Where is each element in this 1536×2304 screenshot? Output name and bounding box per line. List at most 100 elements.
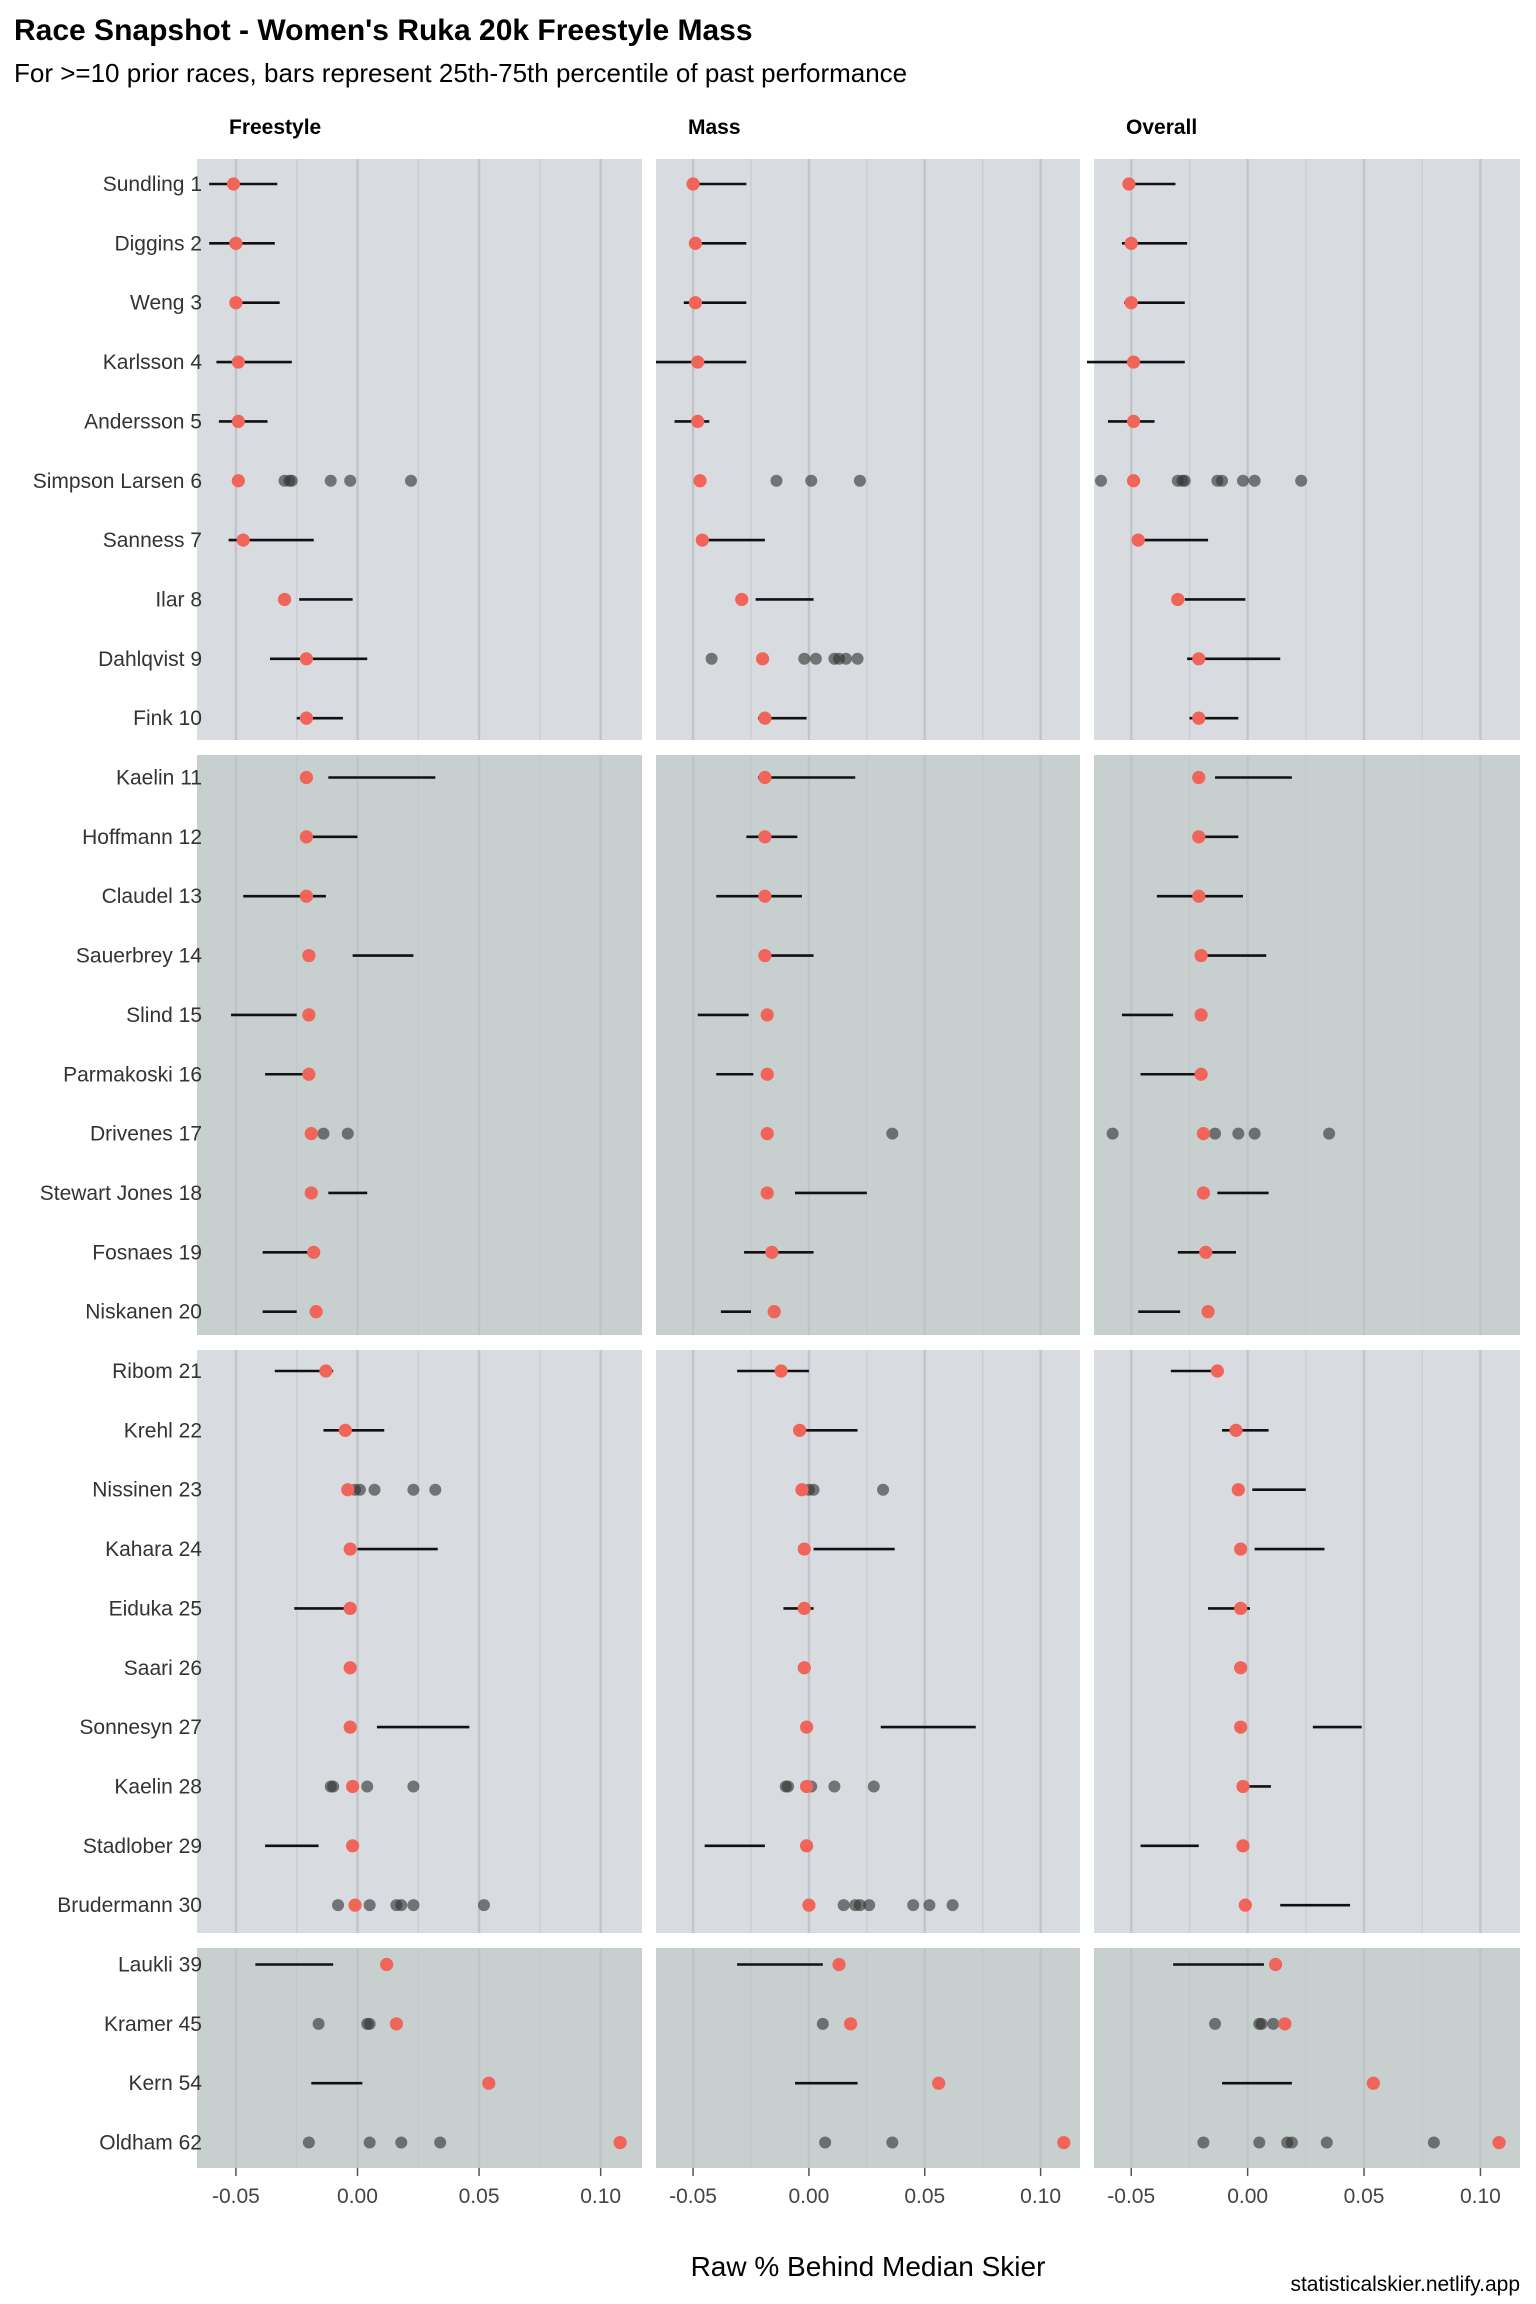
current-race-point xyxy=(797,1601,811,1615)
current-race-point xyxy=(758,770,772,785)
current-race-point xyxy=(1126,414,1141,428)
panel-strip-overall: Overall xyxy=(1126,116,1197,139)
past-race-point xyxy=(1267,2017,1280,2030)
skier-label: Sauerbrey 14 xyxy=(76,945,202,968)
x-tick-label: 0.10 xyxy=(580,2185,621,2208)
current-race-point xyxy=(343,1542,357,1556)
x-tick-label: 0.10 xyxy=(1020,2185,1061,2208)
current-race-point xyxy=(1057,2135,1071,2150)
skier-label: Nissinen 23 xyxy=(92,1479,202,1502)
current-race-point xyxy=(482,2076,496,2090)
past-race-point xyxy=(863,1899,876,1912)
current-race-point xyxy=(1126,355,1141,369)
past-race-point xyxy=(1248,474,1261,487)
current-race-point xyxy=(800,1779,814,1794)
past-race-point xyxy=(839,652,852,665)
grid-lines xyxy=(234,159,1482,2168)
group-band-3-freestyle xyxy=(197,1350,642,1933)
current-race-point xyxy=(299,652,314,666)
past-race-point xyxy=(285,474,298,487)
group-band-2-freestyle xyxy=(197,755,642,1335)
past-race-point xyxy=(923,1899,936,1912)
skier-label: Fink 10 xyxy=(133,707,202,730)
past-race-point xyxy=(853,474,866,487)
group-band-2-mass xyxy=(656,755,1080,1335)
past-race-point xyxy=(809,652,822,665)
x-tick-label: -0.05 xyxy=(669,2185,717,2208)
x-tick-label: -0.05 xyxy=(1107,2185,1155,2208)
skier-label: Karlsson 4 xyxy=(103,351,203,374)
past-race-point xyxy=(798,652,811,665)
skier-label: Niskanen 20 xyxy=(85,1301,202,1324)
current-race-point xyxy=(299,770,314,785)
past-race-point xyxy=(395,1899,408,1912)
skier-label: Stadlober 29 xyxy=(83,1835,202,1858)
group-band-1-freestyle xyxy=(197,159,642,740)
past-race-point xyxy=(1236,474,1249,487)
current-race-point xyxy=(1492,2135,1506,2150)
past-race-point xyxy=(1232,1127,1245,1140)
past-race-point xyxy=(807,1483,820,1496)
past-race-point xyxy=(886,2136,899,2149)
past-race-point xyxy=(867,1780,880,1793)
chart-title: Race Snapshot - Women's Ruka 20k Freesty… xyxy=(14,14,753,47)
past-race-point xyxy=(407,1899,420,1912)
group-band-4-freestyle xyxy=(197,1948,642,2168)
skier-label: Sanness 7 xyxy=(103,529,202,552)
current-race-point xyxy=(802,1898,816,1912)
group-band-4-mass xyxy=(656,1948,1080,2168)
skier-label: Laukli 39 xyxy=(118,1954,202,1977)
current-race-point xyxy=(844,2017,858,2031)
current-race-point xyxy=(346,1839,360,1853)
skier-label: Kern 54 xyxy=(128,2072,202,2095)
panel-strip-freestyle: Freestyle xyxy=(229,116,321,139)
current-race-point xyxy=(1236,1779,1250,1794)
past-race-point xyxy=(302,2136,315,2149)
past-race-point xyxy=(317,1127,330,1140)
x-tick-label: 0.00 xyxy=(788,2185,829,2208)
past-race-point xyxy=(1255,2017,1268,2030)
past-race-point xyxy=(805,474,818,487)
current-race-point xyxy=(765,1245,779,1259)
past-race-point xyxy=(1295,474,1308,487)
current-race-point xyxy=(304,1127,318,1141)
current-race-point xyxy=(304,1186,318,1200)
current-race-point xyxy=(797,1661,811,1675)
current-race-point xyxy=(793,1423,807,1437)
x-tick-label: 0.00 xyxy=(337,2185,378,2208)
current-race-point xyxy=(307,1245,321,1259)
skier-label: Kramer 45 xyxy=(104,2013,202,2036)
group-band-1-overall xyxy=(1094,159,1520,740)
past-race-point xyxy=(434,2136,447,2149)
current-race-point xyxy=(1122,177,1136,191)
x-tick-label: 0.05 xyxy=(1344,2185,1385,2208)
current-race-point xyxy=(299,889,314,903)
past-race-point xyxy=(327,1780,340,1793)
skier-labels: Sundling 1 Diggins 2 Weng 3 Karlsson 4 Ander… xyxy=(33,173,203,2155)
current-race-point xyxy=(1229,1423,1243,1437)
past-race-point xyxy=(837,1899,850,1912)
current-race-point xyxy=(688,236,702,250)
past-race-point xyxy=(353,1483,366,1496)
group-band-3-mass xyxy=(656,1350,1080,1933)
current-race-point xyxy=(1234,1720,1248,1734)
current-race-point xyxy=(380,1957,394,1972)
current-race-point xyxy=(1201,1305,1215,1319)
current-race-point xyxy=(229,296,243,310)
current-race-point xyxy=(302,1067,316,1081)
current-race-point xyxy=(760,1127,774,1141)
x-tick-label: 0.05 xyxy=(904,2185,945,2208)
past-race-point xyxy=(477,1899,490,1912)
past-race-point xyxy=(1209,1127,1222,1140)
current-race-point xyxy=(691,414,705,428)
current-race-point xyxy=(1171,592,1185,607)
current-race-point xyxy=(767,1305,781,1319)
current-race-point xyxy=(1192,652,1206,666)
current-race-point xyxy=(691,355,705,369)
skier-label: Diggins 2 xyxy=(114,232,202,255)
past-race-point xyxy=(344,474,357,487)
past-race-point xyxy=(1094,474,1107,487)
past-race-point xyxy=(395,2136,408,2149)
group-band-1-mass xyxy=(656,159,1080,740)
